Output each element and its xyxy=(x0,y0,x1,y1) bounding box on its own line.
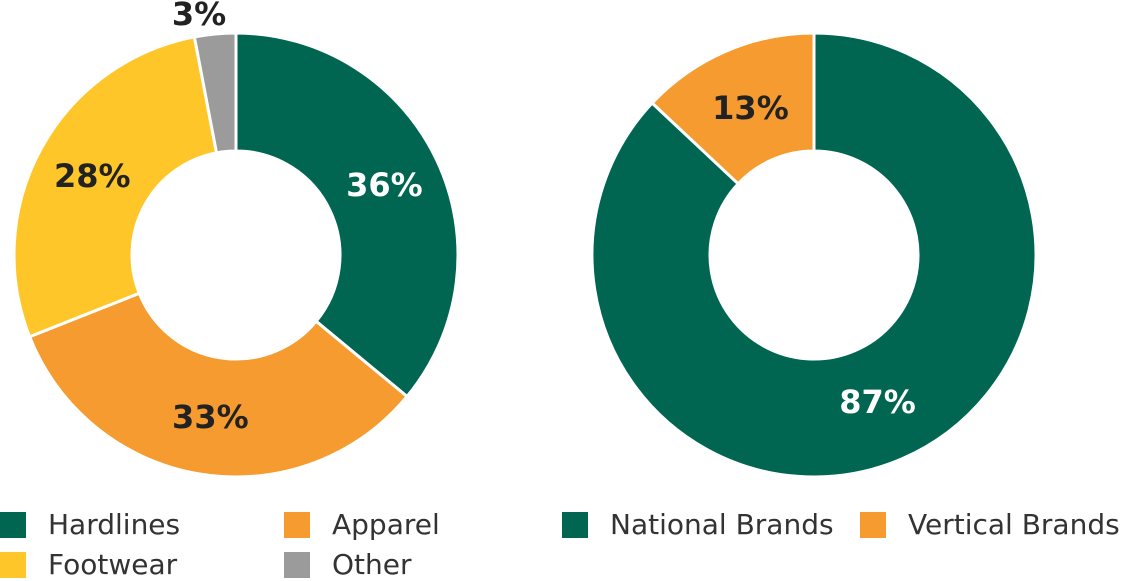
legend-label-other: Other xyxy=(332,548,412,581)
legend-item-vertical-brands: Vertical Brands xyxy=(860,508,1120,541)
data-label-vertical-brands: 13% xyxy=(712,89,789,127)
legend-swatch-national-brands xyxy=(562,511,588,538)
legend-item-footwear: Footwear xyxy=(0,548,177,581)
data-label-footwear: 28% xyxy=(54,157,131,195)
slice-hardlines xyxy=(234,31,460,399)
legend-label-national-brands: National Brands xyxy=(610,508,834,541)
data-label-other: 3% xyxy=(172,0,226,33)
data-label-apparel: 33% xyxy=(172,398,249,436)
legend-label-footwear: Footwear xyxy=(48,548,178,581)
legend-swatch-apparel xyxy=(284,511,310,538)
slice-apparel xyxy=(27,291,410,479)
slice-other xyxy=(192,31,238,155)
legend-label-vertical-brands: Vertical Brands xyxy=(908,508,1120,541)
legend-swatch-footwear xyxy=(0,551,26,578)
slice-vertical-brands xyxy=(650,31,816,186)
legend-swatch-vertical-brands xyxy=(860,511,886,538)
legend-item-national-brands: National Brands xyxy=(562,508,834,541)
legend-swatch-other xyxy=(284,551,310,578)
brand-donut-chart: 87% 13% xyxy=(590,31,1038,479)
category-donut-chart: 36% 33% 28% 3% xyxy=(12,0,460,479)
data-label-national-brands: 87% xyxy=(839,383,916,421)
legend-label-apparel: Apparel xyxy=(332,508,440,541)
legend-label-hardlines: Hardlines xyxy=(48,508,181,541)
slice-footwear xyxy=(12,35,219,339)
legend-item-apparel: Apparel xyxy=(284,508,440,541)
legend-swatch-hardlines xyxy=(0,511,26,538)
data-label-hardlines: 36% xyxy=(346,166,423,204)
legend-item-hardlines: Hardlines xyxy=(0,508,180,541)
slice-national-brands xyxy=(590,31,1038,479)
legend-item-other: Other xyxy=(284,548,412,581)
